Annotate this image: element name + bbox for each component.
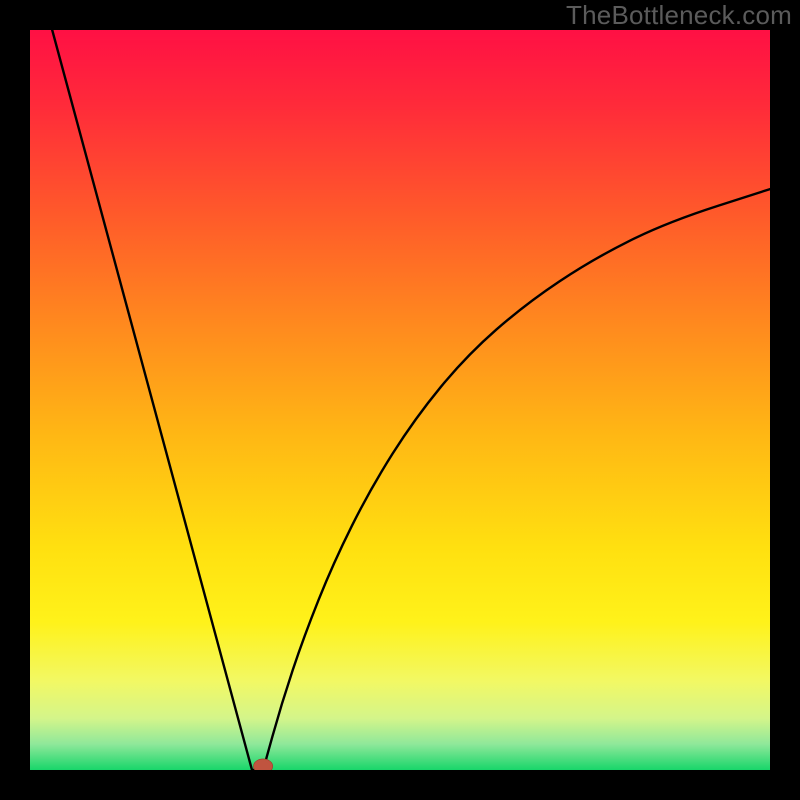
chart-background [30, 30, 770, 770]
chart-svg [30, 30, 770, 770]
watermark-text: TheBottleneck.com [566, 0, 792, 31]
plot-area [30, 30, 770, 770]
